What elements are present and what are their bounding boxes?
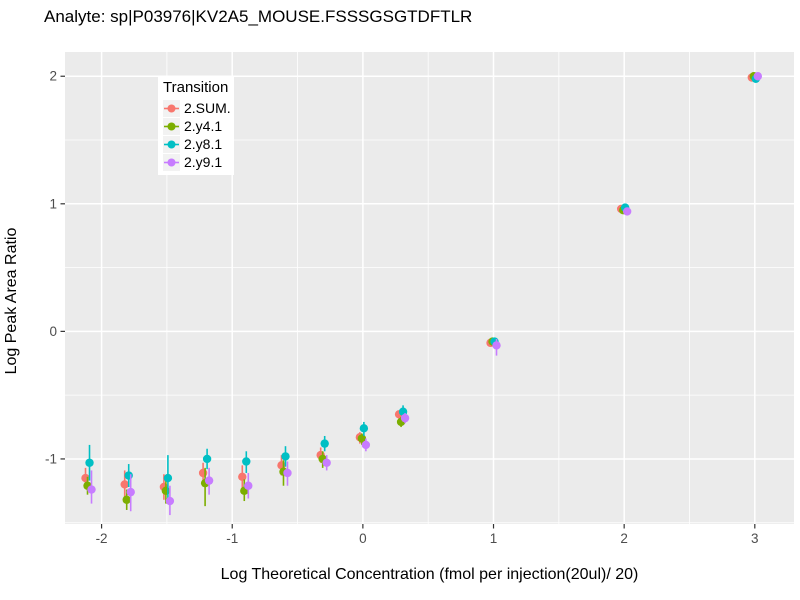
legend-key-icon: [163, 99, 180, 117]
legend-key-icon: [163, 135, 180, 153]
legend-key-icon: [163, 153, 180, 171]
y-axis-title: Log Peak Area Ratio: [3, 227, 20, 375]
point-2.y4.1[interactable]: [161, 486, 171, 496]
x-tick-label: -2: [96, 531, 108, 546]
point-2.y8.1[interactable]: [163, 473, 173, 483]
chart-title: Analyte: sp|P03976|KV2A5_MOUSE.FSSSGSGTD…: [44, 7, 473, 26]
x-tick-label: 2: [620, 531, 628, 546]
x-tick-label: 0: [359, 531, 367, 546]
legend: Transition 2.SUM. 2.y4.1 2.y8.1 2.y9.1: [158, 76, 234, 175]
point-2.y9.1[interactable]: [283, 468, 292, 478]
point-2.y4.1[interactable]: [357, 434, 367, 443]
point-2.y9.1[interactable]: [753, 72, 763, 81]
point-2.y9.1[interactable]: [87, 485, 96, 494]
x-tick-label: -1: [226, 531, 238, 546]
point-2.SUM.[interactable]: [238, 472, 247, 481]
point-2.y9.1[interactable]: [492, 341, 501, 350]
point-2.y8.1[interactable]: [124, 471, 133, 480]
point-2.y9.1[interactable]: [322, 458, 331, 467]
y-tick-label: -1: [45, 451, 57, 466]
legend-key-icon: [163, 117, 180, 135]
point-2.y8.1[interactable]: [202, 454, 212, 464]
point-2.y9.1[interactable]: [165, 496, 175, 506]
point-2.y8.1[interactable]: [359, 424, 369, 433]
legend-item: 2.y9.1: [163, 153, 229, 171]
y-tick-label: 1: [49, 196, 57, 211]
point-2.y8.1[interactable]: [242, 457, 251, 466]
legend-item: 2.y8.1: [163, 135, 229, 153]
x-axis-title: Log Theoretical Concentration (fmol per …: [220, 566, 639, 583]
point-2.y9.1[interactable]: [400, 413, 410, 423]
legend-item: 2.y4.1: [163, 117, 229, 135]
y-tick-label: 0: [49, 324, 57, 339]
point-2.y9.1[interactable]: [204, 476, 214, 485]
x-tick-label: 3: [751, 531, 759, 546]
legend-title: Transition: [163, 79, 229, 96]
y-tick-label: 2: [49, 69, 57, 84]
point-2.SUM.[interactable]: [198, 468, 208, 478]
point-2.SUM.[interactable]: [81, 473, 90, 483]
point-2.y8.1[interactable]: [85, 458, 94, 467]
point-2.y9.1[interactable]: [244, 481, 253, 490]
x-tick-label: 1: [490, 531, 498, 546]
legend-item-label: 2.y4.1: [184, 118, 223, 134]
point-2.y9.1[interactable]: [126, 487, 135, 497]
point-2.y9.1[interactable]: [361, 440, 371, 450]
point-2.y8.1[interactable]: [320, 439, 329, 448]
point-2.y8.1[interactable]: [281, 452, 290, 461]
legend-item-label: 2.SUM.: [184, 100, 231, 116]
legend-item-label: 2.y9.1: [184, 154, 223, 170]
legend-item: 2.SUM.: [163, 99, 231, 117]
point-2.y9.1[interactable]: [622, 207, 632, 216]
point-2.SUM.[interactable]: [120, 480, 129, 489]
legend-item-label: 2.y8.1: [184, 136, 223, 152]
point-2.y4.1[interactable]: [122, 495, 131, 504]
